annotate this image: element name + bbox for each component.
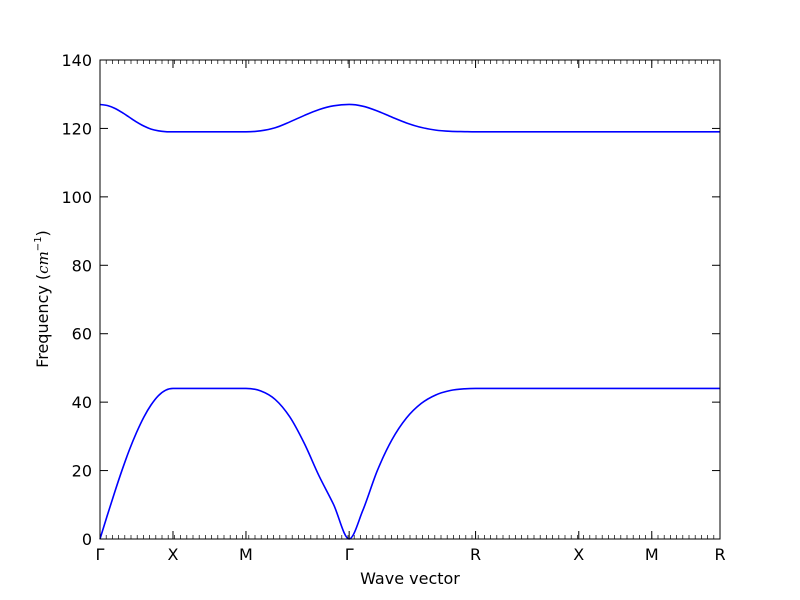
y-tick-label: 60 [72,325,92,344]
x-tick-label: R [470,545,481,564]
y-tick-label: 0 [82,530,92,549]
x-tick-label: R [714,545,725,564]
band-line-optical [99,103,720,133]
y-tick-label: 100 [61,188,92,207]
y-tick-label: 40 [72,393,92,412]
y-tick-label: 80 [72,256,92,275]
y-axis-label-unit-exponent: −1 [33,236,44,251]
band-line-acoustic [99,387,720,540]
y-axis-label-unit: cm [34,251,52,274]
tick-labels-layer: 0 20 40 60 80 100 120 140 Γ X M Γ R X M R [61,51,725,564]
y-tick-label: 140 [61,51,92,70]
y-axis-label-open-paren: ( [33,274,52,280]
y-axis-label-text: Frequency [33,285,52,368]
curves-layer [99,103,720,540]
x-tick-label: Γ [96,545,105,564]
y-axis-label-close-paren: ) [33,230,52,236]
y-axis-label-group: Frequency (cm−1) [33,230,52,368]
y-axis-label: Frequency (cm−1) [33,230,52,368]
x-tick-label: M [645,545,659,564]
minor-ticks-layer [99,60,721,539]
x-tick-label: X [573,545,584,564]
x-tick-label: Γ [345,545,354,564]
y-tick-label: 120 [61,119,92,138]
y-tick-label: 20 [72,462,92,481]
x-tick-label: M [239,545,253,564]
x-tick-label: X [167,545,178,564]
plot-frame [99,59,721,540]
x-axis-label: Wave vector [360,569,460,588]
